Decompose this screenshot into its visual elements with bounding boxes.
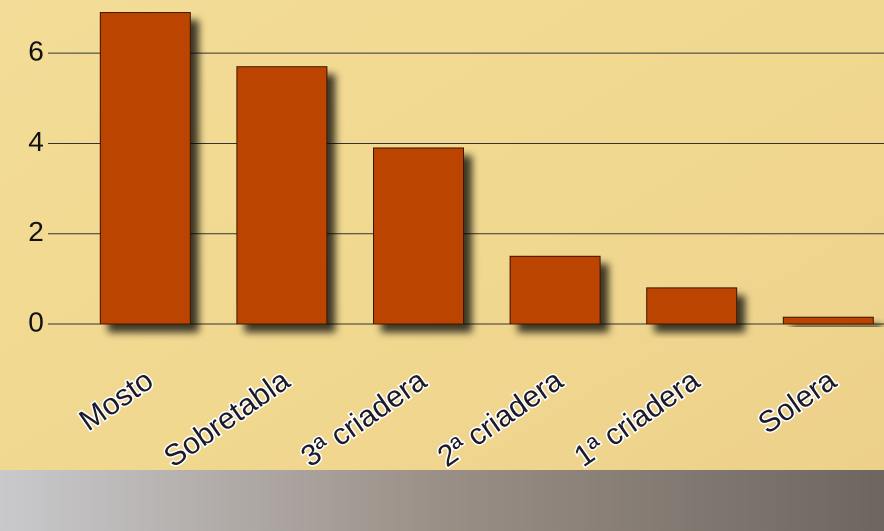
y-tick-label: 2 bbox=[28, 216, 44, 247]
bar bbox=[99, 12, 191, 325]
bar bbox=[236, 66, 328, 325]
y-tick-label: 4 bbox=[28, 126, 44, 157]
bar bbox=[373, 147, 464, 325]
y-tick-label: 6 bbox=[28, 36, 44, 67]
bar bbox=[646, 287, 738, 325]
bar bbox=[782, 316, 874, 325]
photo-strip bbox=[0, 470, 884, 531]
y-tick-label: 0 bbox=[28, 306, 44, 337]
bar bbox=[509, 255, 601, 325]
